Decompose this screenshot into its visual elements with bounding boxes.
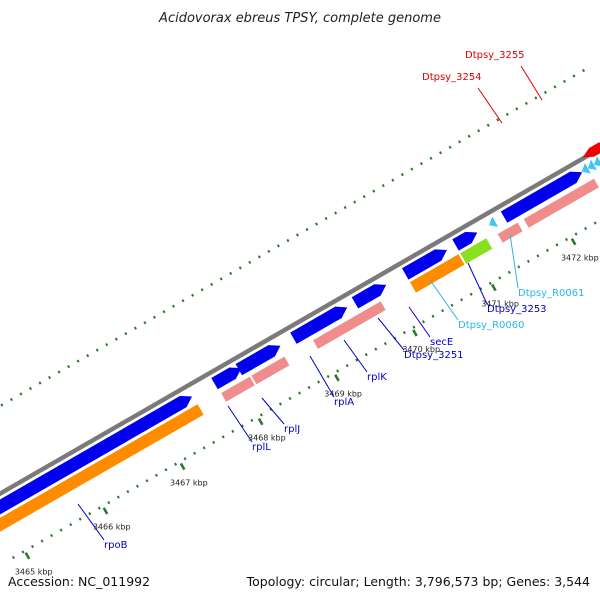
gene-label: Dtpsy_3251: [404, 350, 464, 361]
gene-label-leader: [520, 65, 543, 101]
forward-cds-gene: [0, 395, 192, 515]
forward-cds-gene: [452, 231, 478, 251]
outer-dotted-guide: [0, 68, 586, 408]
reverse-cds-gene: [582, 142, 600, 158]
gene-track-block: [497, 222, 523, 243]
forward-cds-gene: [351, 284, 387, 309]
tick-label: 3467 kbp: [170, 478, 208, 487]
gene-label-leader: [467, 262, 488, 305]
trna-arrow: [489, 216, 499, 227]
tick-mark: [412, 329, 418, 337]
gene-label: rplJ: [284, 424, 300, 435]
trna-arrow: [587, 159, 597, 171]
genome-backbone: [0, 146, 600, 497]
forward-cds-gene: [402, 249, 447, 280]
gene-label-leader: [377, 317, 405, 351]
gene-label-leader: [227, 405, 253, 443]
gene-label-leader: [343, 339, 368, 373]
gene-track-block: [523, 178, 599, 228]
gene-label: Dtpsy_3253: [487, 304, 547, 315]
map-layer: 3465 kbp 3466 kbp 3467 kbp 3468 kbp 3469 kbp…: [0, 50, 600, 577]
tick-label: 3472 kbp: [561, 254, 599, 263]
tick-label: 3468 kbp: [248, 434, 286, 443]
tick-mark: [334, 374, 340, 382]
secE-orange-track: [409, 254, 465, 293]
tick-mark: [490, 283, 497, 292]
gene-label-leader: [261, 397, 285, 425]
gene-track-block: [251, 356, 290, 385]
tick-label: 3466 kbp: [93, 523, 131, 532]
gene-label: Dtpsy_R0061: [518, 288, 585, 299]
tick-label: 3469 kbp: [324, 390, 362, 399]
tick-mark: [102, 507, 109, 515]
gene-label-leader: [408, 306, 431, 338]
forward-cds-gene: [235, 345, 281, 376]
secE-green-track: [460, 238, 493, 264]
gene-label: rplL: [252, 442, 271, 453]
gene-label-leader: [77, 503, 105, 541]
gene-label-leader: [509, 233, 519, 289]
gene-label-leader: [477, 87, 503, 124]
gene-label: Dtpsy_3255: [465, 50, 525, 61]
gene-track-block: [221, 376, 255, 402]
forward-cds-gene: [211, 367, 242, 390]
trna-arrow: [581, 163, 591, 174]
gene-track-block: [313, 301, 386, 349]
gene-label: rpoB: [104, 540, 128, 551]
gene-label: Dtpsy_3254: [422, 72, 482, 83]
gene-label: rplK: [367, 372, 387, 383]
tick-label: 3470 kbp: [402, 345, 440, 354]
topology-label: Topology: circular; Length: 3,796,573 bp…: [246, 574, 590, 589]
trna-arrow: [593, 156, 600, 166]
gene-label: rplA: [334, 397, 354, 408]
tick-mark: [257, 417, 264, 426]
forward-cds-gene: [290, 306, 348, 344]
gene-label-leader: [309, 355, 335, 398]
gene-label: secE: [430, 337, 453, 348]
tick-label: 3471 kbp: [481, 299, 519, 308]
genome-title: Acidovorax ebreus TPSY, complete genome: [158, 11, 441, 26]
forward-cds-gene: [500, 171, 583, 223]
tick-mark: [179, 462, 186, 471]
tick-mark: [24, 552, 31, 560]
rna-polymerase-track: [0, 404, 204, 532]
inner-dotted-guide: [11, 218, 600, 560]
tick-label: 3465 kbp: [15, 568, 53, 577]
tick-mark: [570, 238, 577, 246]
gene-label: Dtpsy_R0060: [458, 320, 525, 331]
accession-label: Accession: NC_011992: [8, 574, 150, 589]
gene-label-leader: [429, 279, 459, 321]
